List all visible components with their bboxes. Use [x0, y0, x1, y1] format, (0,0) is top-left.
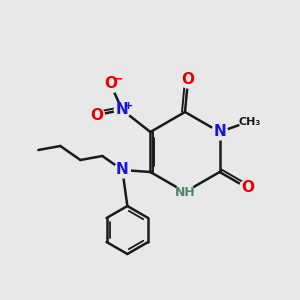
- Text: CH₃: CH₃: [238, 117, 261, 127]
- Text: N: N: [213, 124, 226, 140]
- Circle shape: [114, 102, 130, 118]
- Text: O: O: [90, 107, 103, 122]
- Circle shape: [180, 72, 196, 88]
- Text: O: O: [241, 181, 254, 196]
- Text: +: +: [124, 101, 133, 111]
- Circle shape: [239, 180, 255, 196]
- Circle shape: [114, 162, 130, 178]
- Circle shape: [212, 124, 228, 140]
- Text: O: O: [182, 73, 194, 88]
- Circle shape: [101, 75, 119, 93]
- Text: −: −: [113, 73, 124, 85]
- Text: O: O: [104, 76, 117, 92]
- Text: NH: NH: [175, 185, 195, 199]
- Text: N: N: [116, 163, 129, 178]
- Text: N: N: [116, 103, 129, 118]
- Circle shape: [176, 183, 194, 201]
- Circle shape: [240, 112, 260, 132]
- Circle shape: [88, 107, 104, 123]
